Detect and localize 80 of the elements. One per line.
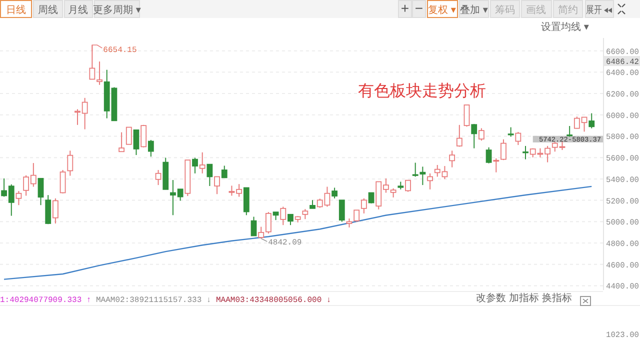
text: 有色板块走势分析 — [358, 82, 486, 100]
candlestick — [148, 139, 154, 158]
candlestick — [280, 206, 286, 226]
y-tick-label: 6200.00 — [606, 90, 640, 100]
candlestick — [38, 178, 44, 206]
y-tick-label: 4400.00 — [606, 282, 640, 292]
text: + — [400, 0, 410, 16]
candlestick — [199, 152, 206, 174]
text: 6486.42 — [606, 58, 640, 67]
candlestick — [368, 192, 374, 204]
candlestick — [332, 187, 338, 199]
candlestick — [288, 214, 294, 226]
text: − — [414, 0, 424, 16]
text: 简约 — [558, 4, 578, 16]
candlestick — [126, 126, 132, 145]
text: 换指标 — [542, 292, 572, 304]
candlestick — [338, 200, 345, 222]
candlestick — [456, 124, 462, 148]
candlestick — [96, 60, 102, 86]
candlestick — [155, 169, 162, 186]
candlestick — [405, 180, 411, 192]
candlestick — [566, 125, 573, 138]
text: 筹码 — [495, 4, 515, 16]
candlestick — [471, 123, 478, 149]
annotation: 6654.15 — [103, 46, 137, 56]
y-tick-label: 5200.00 — [606, 197, 640, 206]
candlestick — [52, 198, 58, 224]
y-tick-label: 5400.00 — [606, 176, 640, 185]
candlestick — [133, 129, 140, 156]
candlestick — [449, 150, 456, 168]
candlestick — [508, 126, 514, 138]
candlestick — [588, 112, 595, 129]
text: MAAM03:43348005056.000 ↓ — [216, 296, 332, 305]
text: 画线 — [526, 4, 546, 16]
candlestick — [118, 132, 125, 152]
y-tick-label: 4800.00 — [606, 240, 640, 250]
candlestick — [16, 190, 22, 206]
text: 设置均线 ▾ — [541, 21, 589, 33]
candlestick — [515, 131, 522, 146]
text: 1023.00 — [606, 331, 640, 340]
candlestick — [67, 150, 74, 176]
text: 1:40294077909.333 ↑ — [0, 296, 92, 305]
y-tick-label: 5800.00 — [606, 133, 640, 142]
text: 复权 ▾ — [428, 4, 456, 16]
text: 周线 — [38, 4, 58, 16]
candlestick — [478, 128, 484, 142]
y-tick-label: 6600.00 — [606, 48, 640, 57]
text: 月线 — [68, 4, 88, 16]
candlestick — [206, 164, 213, 186]
candlestick — [493, 158, 500, 173]
text: 日线 — [6, 4, 26, 16]
y-tick-label: 6000.00 — [606, 112, 640, 121]
candlestick — [45, 194, 52, 225]
y-tick-label: 4600.00 — [606, 261, 640, 270]
candlestick — [354, 210, 360, 222]
annotation: 4842.09 — [268, 238, 302, 248]
candlestick — [427, 172, 433, 190]
candlestick — [522, 145, 528, 160]
text: 更多周期 ▾ — [93, 4, 141, 16]
text: 展开 ◂◂ — [586, 5, 619, 16]
candlestick — [486, 146, 492, 164]
text: MAAM02:38921115157.333 ↓ — [96, 296, 212, 305]
y-tick-label: 5000.00 — [606, 218, 640, 228]
candlestick — [140, 124, 147, 148]
candlestick — [360, 198, 367, 214]
text: 改参数 — [476, 292, 506, 304]
candlestick — [89, 44, 96, 80]
candlestick — [60, 169, 66, 194]
candlestick — [302, 208, 308, 220]
candlestick — [192, 157, 198, 174]
text: 叠加 ▾ — [460, 4, 488, 16]
candlestick — [464, 104, 470, 128]
candlestick — [500, 138, 506, 161]
line-series — [3, 186, 592, 280]
y-tick-label: 5600.00 — [606, 154, 640, 164]
candlestick — [250, 216, 257, 236]
candlestick — [221, 165, 228, 178]
y-tick-label: 6400.00 — [606, 69, 640, 78]
text: 加指标 — [509, 292, 539, 304]
candlestick — [214, 176, 220, 195]
